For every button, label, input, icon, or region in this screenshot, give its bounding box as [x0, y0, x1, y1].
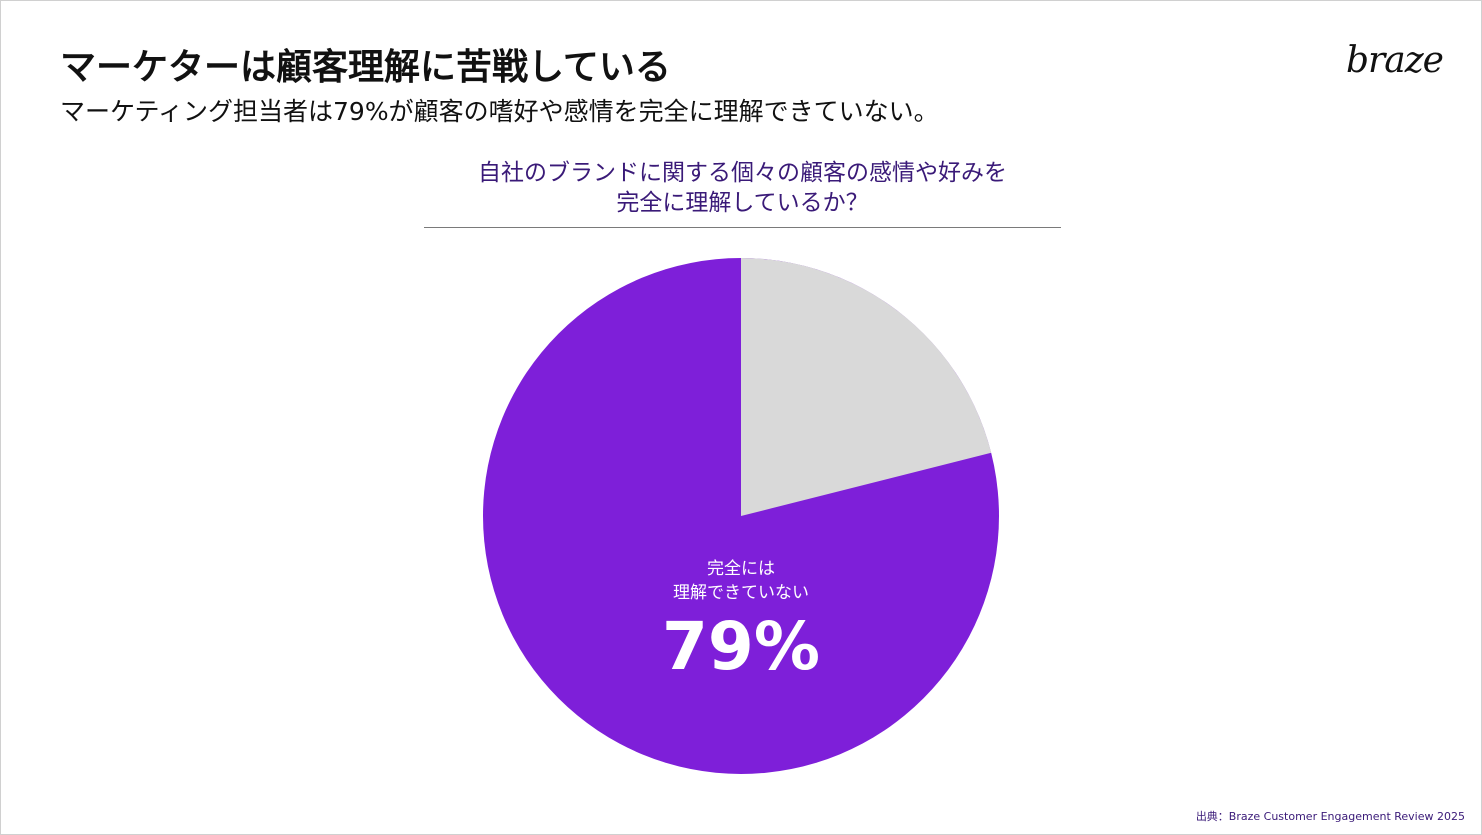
source-note: 出典：Braze Customer Engagement Review 2025: [1195, 810, 1465, 823]
chart-question-line-2: 完全に理解しているか？: [616, 190, 869, 216]
slice-value: 79%: [662, 608, 820, 685]
slide-title: マーケターは顧客理解に苦戦している: [60, 47, 671, 88]
slice-label-line-2: 理解できていない: [673, 583, 809, 603]
pie-slice-fully-understand: [741, 258, 992, 516]
chart-question: 自社のブランドに関する個々の顧客の感情や好みを 完全に理解しているか？: [424, 158, 1061, 218]
slice-label-line-1: 完全には: [707, 559, 775, 579]
braze-logo: braze: [1346, 40, 1444, 81]
slide-subtitle: マーケティング担当者は79%が顧客の嗜好や感情を完全に理解できていない。: [60, 97, 939, 126]
chart-question-line-1: 自社のブランドに関する個々の顧客の感情や好みを: [478, 160, 1007, 186]
slice-label: 完全には 理解できていない: [600, 557, 882, 605]
question-divider: [424, 227, 1061, 228]
